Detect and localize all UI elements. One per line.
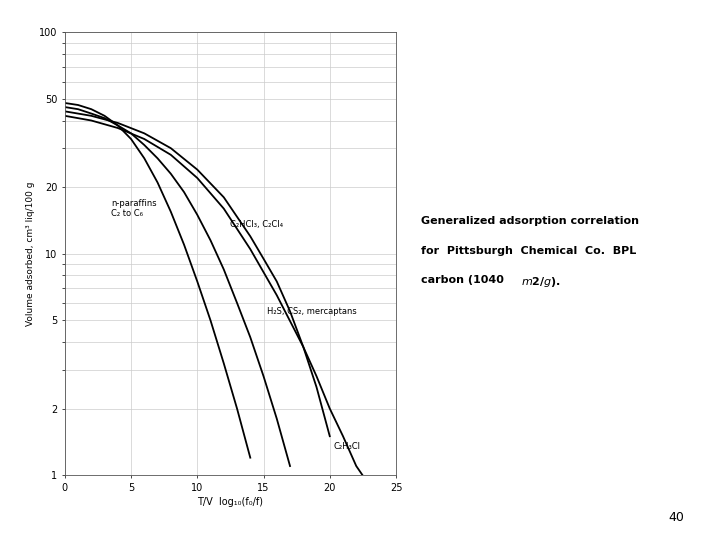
Text: C₂HCl₃, C₂Cl₄: C₂HCl₃, C₂Cl₄ bbox=[230, 220, 284, 230]
Text: 40: 40 bbox=[668, 511, 684, 524]
Y-axis label: Volume adsorbed, cm³ liq/100 g: Volume adsorbed, cm³ liq/100 g bbox=[26, 181, 35, 326]
Text: C₂H₃Cl: C₂H₃Cl bbox=[334, 442, 361, 451]
Text: $\mathit{m}$2/$\mathit{g}$).: $\mathit{m}$2/$\mathit{g}$). bbox=[521, 275, 560, 289]
Text: Generalized adsorption correlation: Generalized adsorption correlation bbox=[421, 216, 639, 226]
Text: n-paraffins
C₂ to C₆: n-paraffins C₂ to C₆ bbox=[111, 199, 157, 218]
Text: H₂S, CS₂, mercaptans: H₂S, CS₂, mercaptans bbox=[268, 307, 357, 316]
Text: carbon (1040: carbon (1040 bbox=[421, 275, 508, 286]
Text: for  Pittsburgh  Chemical  Co.  BPL: for Pittsburgh Chemical Co. BPL bbox=[421, 246, 636, 256]
X-axis label: T/V  log₁₀(f₀/f): T/V log₁₀(f₀/f) bbox=[197, 497, 264, 507]
